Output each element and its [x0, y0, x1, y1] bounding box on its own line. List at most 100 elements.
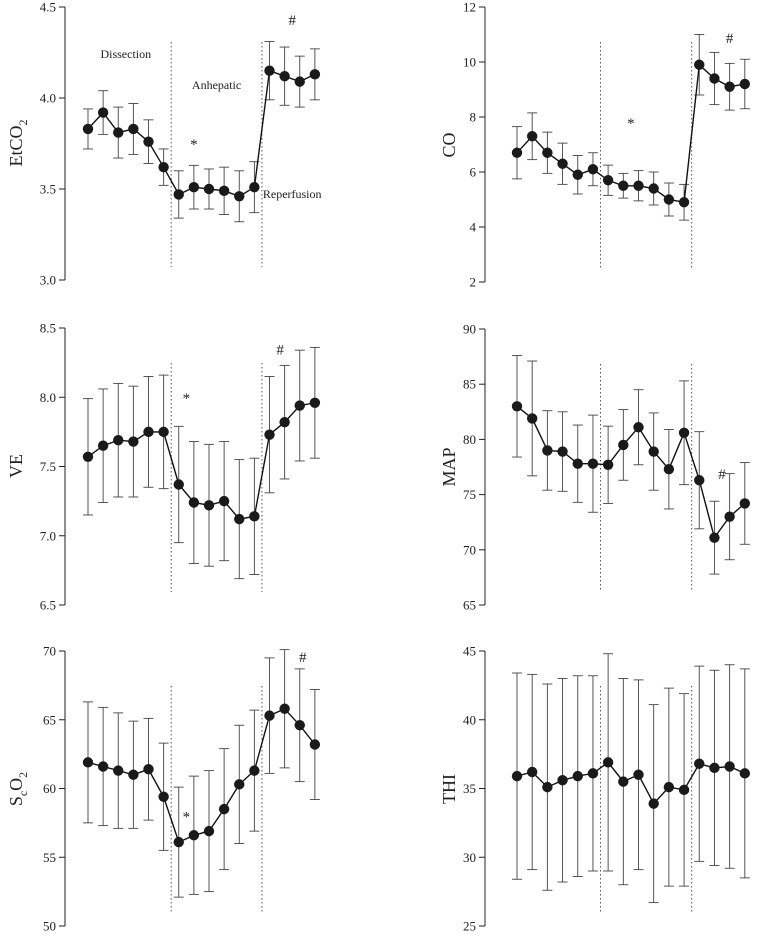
- data-point: [173, 836, 184, 848]
- y-tick-label: 2: [470, 275, 477, 290]
- panel-sco2: 50 55 60 65 70 ScO2 * #: [6, 644, 321, 934]
- data-point: [188, 497, 200, 508]
- data-point: [572, 770, 583, 782]
- data-point: [709, 73, 720, 84]
- significance-mark: *: [183, 810, 191, 826]
- data-point: [511, 770, 523, 782]
- data-point: [128, 436, 139, 447]
- y-tick-label: 90: [463, 322, 476, 337]
- data-point: [572, 458, 583, 469]
- data-point: [542, 147, 553, 158]
- y-tick-label: 35: [463, 781, 476, 796]
- y-tick-label: 4.0: [40, 91, 56, 106]
- significance-mark: #: [726, 31, 734, 47]
- y-tick-label: 50: [43, 919, 56, 934]
- data-point: [82, 451, 94, 463]
- y-tick-label: 55: [43, 850, 56, 865]
- data-point: [82, 757, 94, 768]
- data-point: [663, 781, 675, 793]
- data-point: [618, 776, 629, 787]
- data-point: [218, 185, 230, 197]
- y-tick-label: 25: [463, 919, 476, 934]
- data-point: [739, 768, 751, 779]
- data-point: [203, 183, 215, 195]
- y-tick-label: 75: [463, 487, 476, 502]
- y-tick-label: 65: [43, 712, 56, 727]
- panel-thi: 25 30 35 40 45 THI: [439, 644, 751, 934]
- y-axis-label: THI: [439, 774, 459, 804]
- phase-annotation: Reperfusion: [263, 187, 322, 201]
- data-point: [739, 78, 751, 90]
- data-point: [188, 181, 200, 193]
- y-tick-label: 8.0: [40, 390, 56, 405]
- data-point: [82, 123, 94, 135]
- data-point: [279, 70, 290, 82]
- data-point: [97, 107, 109, 118]
- data-point: [648, 798, 659, 809]
- panel-map: 65 70 75 80 85 90 MAP #: [439, 322, 751, 613]
- data-point: [264, 710, 275, 721]
- data-point: [143, 764, 154, 775]
- data-point: [724, 761, 735, 772]
- data-point: [128, 769, 139, 780]
- data-point: [113, 434, 124, 446]
- data-point: [633, 422, 644, 433]
- y-tick-label: 6.5: [40, 598, 56, 613]
- series-line: [87, 707, 316, 844]
- data-point: [158, 426, 169, 438]
- y-tick-label: 8.5: [40, 321, 56, 336]
- data-point: [557, 446, 568, 457]
- data-point: [678, 427, 690, 438]
- data-point: [143, 136, 154, 147]
- data-point: [663, 464, 675, 475]
- data-point: [173, 189, 184, 200]
- y-tick-label: 70: [463, 542, 476, 557]
- series-line: [87, 69, 316, 198]
- data-point: [709, 762, 720, 774]
- data-point: [173, 479, 184, 490]
- data-point: [249, 765, 260, 776]
- data-point: [97, 440, 109, 451]
- series-line: [87, 402, 316, 520]
- data-point: [113, 765, 124, 776]
- y-axis-label: VE: [6, 454, 26, 478]
- y-tick-label: 30: [463, 850, 476, 865]
- data-point: [511, 147, 523, 158]
- y-tick-label: 4: [470, 220, 477, 235]
- panel-co: 2 4 6 8 10 12 CO * #: [439, 0, 751, 290]
- data-point: [128, 123, 139, 135]
- significance-mark: #: [299, 650, 307, 666]
- data-point: [309, 397, 321, 408]
- data-point: [694, 758, 705, 769]
- data-point: [249, 511, 260, 522]
- data-point: [602, 757, 614, 768]
- data-point: [724, 81, 735, 92]
- data-point: [587, 458, 599, 469]
- series-line: [516, 63, 745, 204]
- data-point: [294, 400, 305, 411]
- series-line: [516, 405, 746, 540]
- y-axis-label: CO: [439, 132, 459, 157]
- y-tick-label: 7.5: [40, 459, 56, 474]
- data-point: [249, 181, 260, 193]
- y-tick-label: 10: [463, 55, 476, 70]
- data-point: [264, 429, 275, 440]
- data-point: [557, 775, 568, 786]
- series-line: [516, 761, 746, 805]
- phase-annotation: Anhepatic: [192, 78, 241, 92]
- data-point: [724, 511, 735, 522]
- data-point: [279, 416, 290, 428]
- data-point: [113, 127, 124, 138]
- data-point: [234, 513, 245, 525]
- y-tick-label: 3.0: [40, 273, 56, 288]
- y-axis-label: MAP: [439, 447, 459, 486]
- significance-mark: *: [183, 391, 191, 407]
- significance-mark: #: [718, 467, 726, 483]
- data-point: [633, 180, 644, 191]
- data-point: [526, 131, 538, 142]
- data-point: [203, 825, 215, 837]
- data-point: [618, 439, 629, 451]
- data-point: [264, 65, 275, 76]
- y-tick-label: 6: [470, 165, 477, 180]
